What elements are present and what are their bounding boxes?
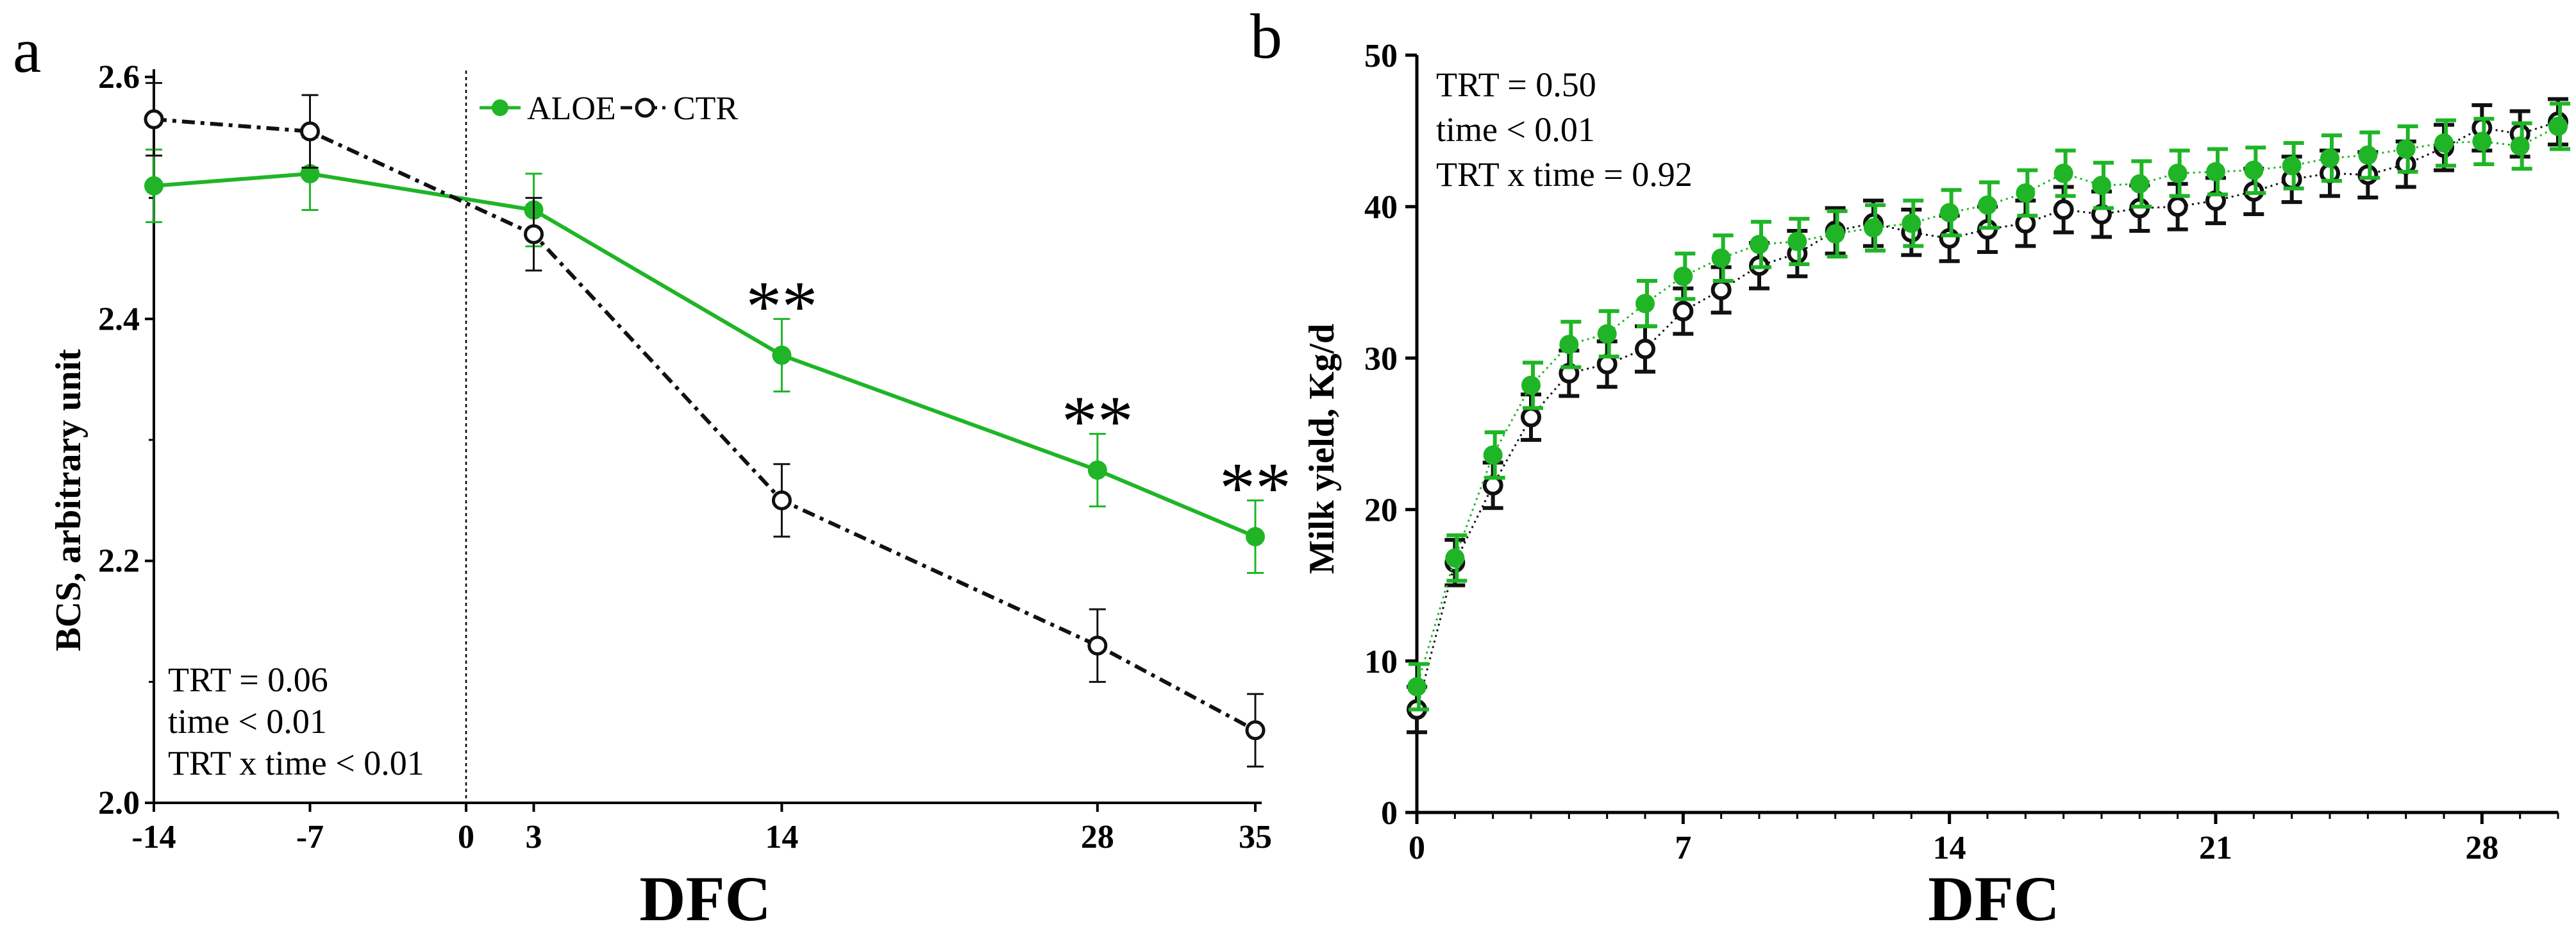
panel-b-aloe-point [2016, 183, 2036, 203]
panel-b-ylabel: Milk yield, Kg/d [1302, 324, 1342, 575]
panel-a-y-tick-label: 2.6 [98, 59, 140, 96]
panel-a-chart: 2.0 2.2 2.4 2.6 -14 -7 0 3 14 28 35 ** ** ** ALOE CT… [49, 59, 1291, 934]
panel-b-aloe-point [2053, 164, 2073, 183]
panel-a-x-tick-label: -7 [296, 819, 324, 855]
panel-b-aloe-point [2548, 117, 2568, 137]
panel-b-y-tick-label: 10 [1364, 644, 1398, 680]
panel-b-axes: 0 10 20 30 40 50 0 7 14 21 28 [1364, 38, 2559, 866]
panel-b-annotation-time: time < 0.01 [1436, 110, 1595, 149]
panel-b-ctr-point [2167, 196, 2188, 217]
panel-a-aloe-point [144, 176, 163, 196]
panel-b-x-tick-label: 14 [1933, 830, 1966, 866]
panel-b-y-tick-label: 30 [1364, 341, 1398, 377]
panel-a-ctr-point [300, 121, 320, 142]
panel-a-aloe-point [1087, 460, 1107, 480]
panel-b-aloe-point [2130, 174, 2150, 194]
legend-ctr-label: CTR [673, 90, 738, 127]
legend-ctr-marker [635, 97, 655, 118]
panel-b-x-tick-label: 7 [1675, 830, 1691, 866]
panel-b-aloe-point [2282, 156, 2302, 176]
panel-b-aloe-point [1750, 235, 1769, 255]
panel-a-x-tick-label: 14 [765, 819, 798, 855]
panel-b-aloe-point [2244, 160, 2264, 180]
panel-a-annotation-time: time < 0.01 [168, 702, 327, 741]
panel-a-y-tick-label: 2.4 [98, 301, 140, 337]
panel-a-ctr-point [1087, 635, 1108, 656]
panel-b-aloe-point [2434, 133, 2454, 153]
panel-b-aloe-point [1673, 266, 1693, 286]
panel-b-aloe-point [1787, 231, 1807, 251]
panel-a-aloe-point [772, 345, 792, 365]
panel-b-y-tick-label: 20 [1364, 492, 1398, 529]
panel-b-aloe-point [2396, 139, 2416, 159]
panel-b-aloe-point [1559, 335, 1579, 355]
legend-aloe-label: ALOE [527, 90, 616, 127]
panel-b-x-tick-label: 21 [2199, 830, 2232, 866]
panel-a-annotation-trt: TRT = 0.06 [168, 660, 328, 699]
panel-label-b: b [1250, 1, 1282, 72]
panel-a-annotation-interaction: TRT x time < 0.01 [168, 744, 424, 782]
legend-aloe-marker [492, 99, 508, 116]
panel-a-aloe-point [300, 164, 320, 183]
panel-b-x-tick-label: 0 [1409, 830, 1425, 866]
panel-a-significance-marker: ** [746, 267, 817, 346]
panel-b-aloe-point [2510, 136, 2530, 156]
panel-a-y-tick-label: 2.2 [98, 543, 140, 580]
panel-b-aloe-point [2168, 164, 2187, 183]
panel-a-series: ** ** ** [144, 81, 1291, 768]
panel-a-ctr-line [153, 117, 1257, 732]
panel-a-aloe-line [153, 171, 1257, 539]
panel-b-annotation-trt: TRT = 0.50 [1436, 65, 1596, 104]
panel-a-x-tick-label: 3 [526, 819, 542, 855]
panel-b-aloe-point [2358, 145, 2378, 165]
panel-b-ctr-point [1521, 407, 1541, 428]
panel-b-x-tick-label: 28 [2465, 830, 2498, 866]
panel-a-xlabel: DFC [639, 863, 771, 934]
panel-b-series [1407, 97, 2570, 734]
panel-b-aloe-point [1597, 324, 1617, 344]
panel-b-aloe-point [1635, 294, 1655, 314]
panel-b-aloe-point [1825, 224, 1845, 244]
panel-b-annotation-interaction: TRT x time = 0.92 [1436, 155, 1693, 194]
panel-a-y-tick-label: 2.0 [98, 785, 140, 821]
panel-a-aloe-point [1246, 526, 1265, 546]
panel-b-ctr-point [2053, 199, 2074, 220]
panel-b-y-tick-label: 0 [1381, 795, 1398, 832]
panel-b-chart: 0 10 20 30 40 50 0 7 14 21 28 TRT = 0.50 time < 0.… [1302, 38, 2570, 934]
panel-b-aloe-point [1939, 203, 1959, 223]
panel-a-ctr-point [1245, 720, 1266, 741]
panel-b-aloe-point [2206, 162, 2225, 181]
panel-a-axes: 2.0 2.2 2.4 2.6 -14 -7 0 3 14 28 35 [98, 59, 1272, 855]
panel-a-x-tick-label: 0 [458, 819, 474, 855]
panel-b-aloe-point [1864, 218, 1883, 238]
panel-a-ctr-point [144, 109, 164, 130]
panel-b-aloe-point [2472, 131, 2492, 151]
panel-a-ctr-point [771, 490, 792, 510]
panel-b-xlabel: DFC [1928, 863, 2060, 934]
panel-a-significance-marker: ** [1062, 382, 1133, 462]
panel-label-a: a [13, 15, 41, 86]
legend: ALOE CTR [480, 90, 738, 127]
panel-b-ctr-point [1673, 301, 1694, 322]
panel-b-aloe-point [1978, 195, 1997, 215]
panel-a-x-tick-label: -14 [131, 819, 176, 855]
panel-b-aloe-point [1902, 214, 1921, 233]
panel-b-y-tick-label: 40 [1364, 189, 1398, 226]
panel-a-x-tick-label: 28 [1081, 819, 1114, 855]
panel-b-aloe-point [2320, 148, 2339, 168]
panel-a-ylabel: BCS, arbitrary unit [49, 349, 88, 652]
panel-a-ctr-point [524, 224, 544, 244]
panel-b-aloe-point [1445, 548, 1465, 568]
panel-b-y-tick-label: 50 [1364, 38, 1398, 74]
panel-b-aloe-point [1407, 677, 1426, 696]
panel-a-significance-marker: ** [1219, 448, 1291, 528]
panel-b-aloe-point [1521, 375, 1541, 395]
panel-a-x-tick-label: 35 [1239, 819, 1272, 855]
panel-b-aloe-point [2092, 176, 2111, 196]
panel-b-ctr-point [1710, 280, 1732, 301]
panel-b-aloe-point [1711, 248, 1731, 268]
panel-b-aloe-point [1483, 445, 1503, 465]
panel-b-ctr-point [1635, 339, 1655, 360]
